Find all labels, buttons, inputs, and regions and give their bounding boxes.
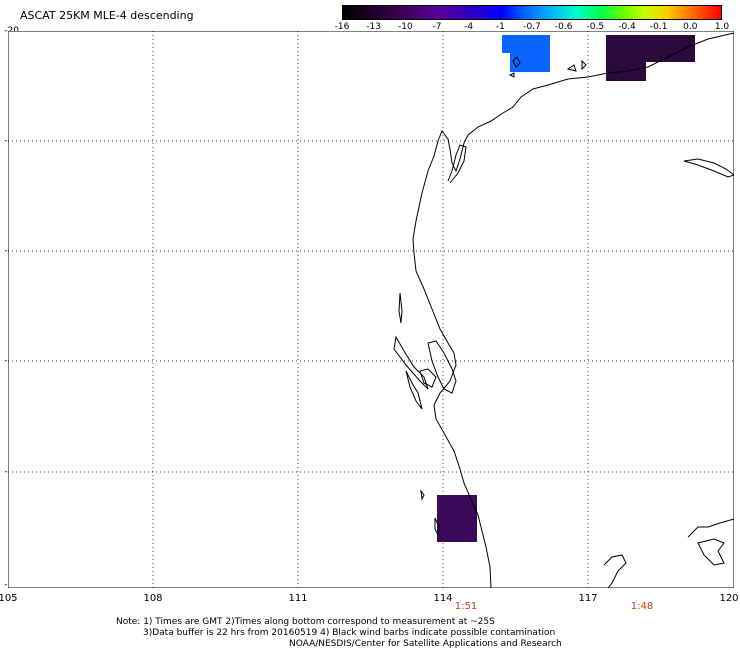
note-line-2: 3)Data buffer is 22 hrs from 20160519 4)… xyxy=(143,628,556,638)
colorbar-tick: -0.5 xyxy=(586,22,605,32)
colorbar-tick: 0.0 xyxy=(683,22,698,32)
pass-time-1: 1:51 xyxy=(454,601,478,612)
colorbar xyxy=(342,5,722,20)
map-frame xyxy=(8,31,734,588)
colorbar-tick: -0.4 xyxy=(618,22,636,32)
note-line-1: Note: 1) Times are GMT 2)Times along bot… xyxy=(116,617,495,627)
swath-dark-2 xyxy=(646,35,695,62)
coastline xyxy=(393,32,734,588)
colorbar-tick: -0.7 xyxy=(523,22,541,32)
lon-label-105: 105 xyxy=(0,593,18,604)
lon-label-114: 114 xyxy=(433,593,453,604)
swath-dark-1 xyxy=(606,35,646,81)
lon-label-111: 111 xyxy=(288,593,308,604)
lon-label-108: 108 xyxy=(143,593,163,604)
colorbar-tick: -10 xyxy=(397,22,413,32)
swath-purple xyxy=(437,495,477,542)
map-title: ASCAT 25KM MLE-4 descending xyxy=(20,9,194,22)
pass-time-2: 1:48 xyxy=(630,601,654,612)
colorbar-tick: 1.0 xyxy=(714,22,730,32)
lon-label-120: 120 xyxy=(719,593,739,604)
colorbar-tick: -13 xyxy=(366,22,382,32)
colorbar-tick: -0.1 xyxy=(649,22,668,32)
note-line-3: NOAA/NESDIS/Center for Satellite Applica… xyxy=(289,639,562,649)
colorbar-tick: -4 xyxy=(464,22,474,32)
lon-label-117: 117 xyxy=(578,593,598,604)
colorbar-tick: -0.6 xyxy=(554,22,573,32)
map-panel xyxy=(8,31,734,588)
wind-swaths xyxy=(437,35,695,542)
colorbar-tick: -1 xyxy=(495,22,505,32)
colorbar-tick: -16 xyxy=(334,22,350,32)
graticule xyxy=(8,31,734,588)
colorbar-tick: -7 xyxy=(432,22,442,32)
